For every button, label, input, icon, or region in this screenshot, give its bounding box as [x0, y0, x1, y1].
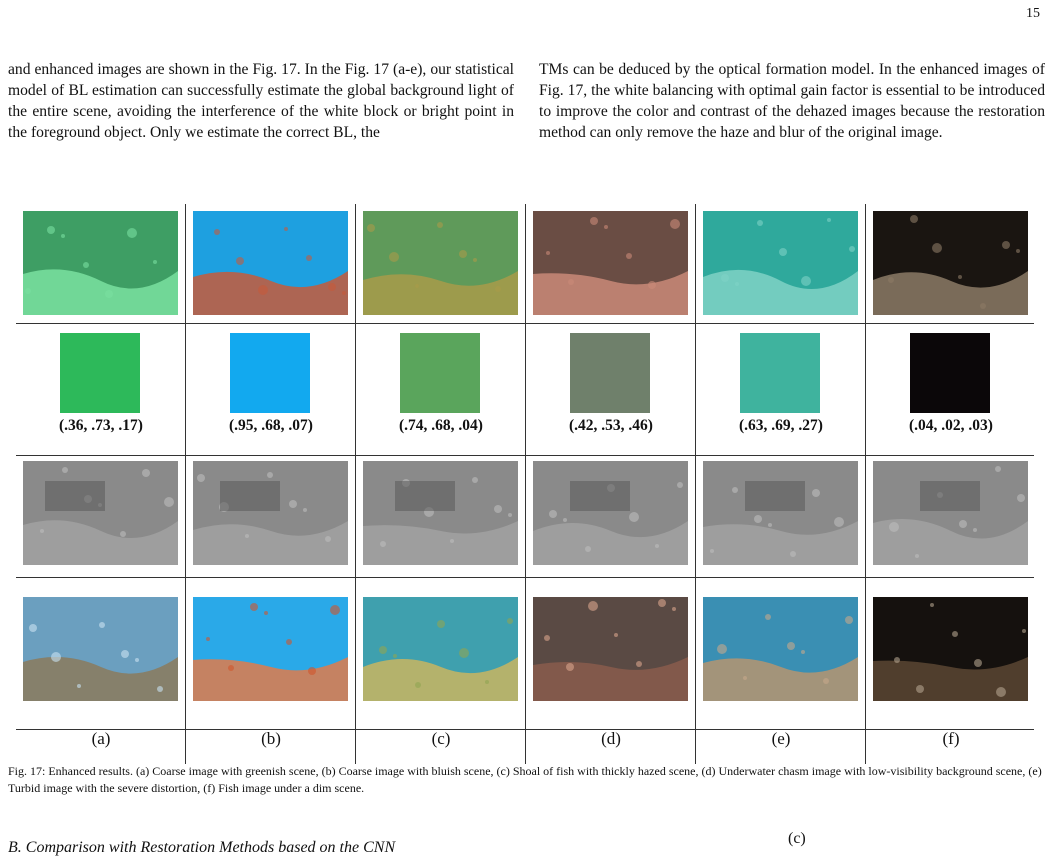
column-label: (b) — [261, 729, 281, 748]
grid-vertical-line — [865, 204, 866, 764]
transmission-map-image — [193, 461, 348, 565]
raw-underwater-image — [533, 211, 688, 315]
grid-vertical-line — [525, 204, 526, 764]
body-text-left-column: and enhanced images are shown in the Fig… — [8, 61, 514, 141]
background-light-swatch — [400, 333, 480, 413]
background-light-value: (.36, .73, .17) — [59, 417, 143, 434]
transmission-map-image — [23, 461, 178, 565]
page-number: 15 — [1026, 6, 1040, 21]
raw-underwater-image — [193, 211, 348, 315]
grid-horizontal-line — [16, 729, 1034, 730]
enhanced-image — [193, 597, 348, 701]
column-label: (f) — [942, 729, 960, 748]
enhanced-image — [533, 597, 688, 701]
raw-underwater-image — [23, 211, 178, 315]
enhanced-image — [363, 597, 518, 701]
column-label: (e) — [771, 729, 791, 748]
background-light-swatch — [910, 333, 990, 413]
background-light-value: (.04, .02, .03) — [909, 417, 993, 434]
background-light-value: (.95, .68, .07) — [229, 417, 313, 434]
figure-17-grid: (.36, .73, .17) (a) (.95, .68, .07) (b) (.74… — [16, 204, 1034, 764]
column-label: (d) — [601, 729, 621, 748]
background-light-swatch — [740, 333, 820, 413]
raw-underwater-image — [363, 211, 518, 315]
background-light-value: (.74, .68, .04) — [399, 417, 483, 434]
body-text-right-column: TMs can be deduced by the optical format… — [539, 61, 1045, 141]
transmission-map-image — [703, 461, 858, 565]
grid-horizontal-line — [16, 455, 1034, 456]
grid-horizontal-line — [16, 577, 1034, 578]
background-light-swatch — [570, 333, 650, 413]
transmission-map-image — [363, 461, 518, 565]
column-label: (c) — [431, 729, 451, 748]
background-light-swatch — [230, 333, 310, 413]
grid-vertical-line — [695, 204, 696, 764]
background-light-swatch — [60, 333, 140, 413]
background-light-value: (.42, .53, .46) — [569, 417, 653, 434]
grid-vertical-line — [355, 204, 356, 764]
column-label: (a) — [91, 729, 111, 748]
grid-vertical-line — [185, 204, 186, 764]
enhanced-image — [23, 597, 178, 701]
raw-underwater-image — [703, 211, 858, 315]
transmission-map-image — [533, 461, 688, 565]
stray-label: (c) — [788, 830, 806, 847]
enhanced-image — [703, 597, 858, 701]
grid-horizontal-line — [16, 323, 1034, 324]
background-light-value: (.63, .69, .27) — [739, 417, 823, 434]
raw-underwater-image — [873, 211, 1028, 315]
section-heading: B. Comparison with Restoration Methods b… — [8, 839, 396, 856]
transmission-map-image — [873, 461, 1028, 565]
figure-caption: Fig. 17: Enhanced results. (a) Coarse im… — [8, 764, 1042, 795]
enhanced-image — [873, 597, 1028, 701]
